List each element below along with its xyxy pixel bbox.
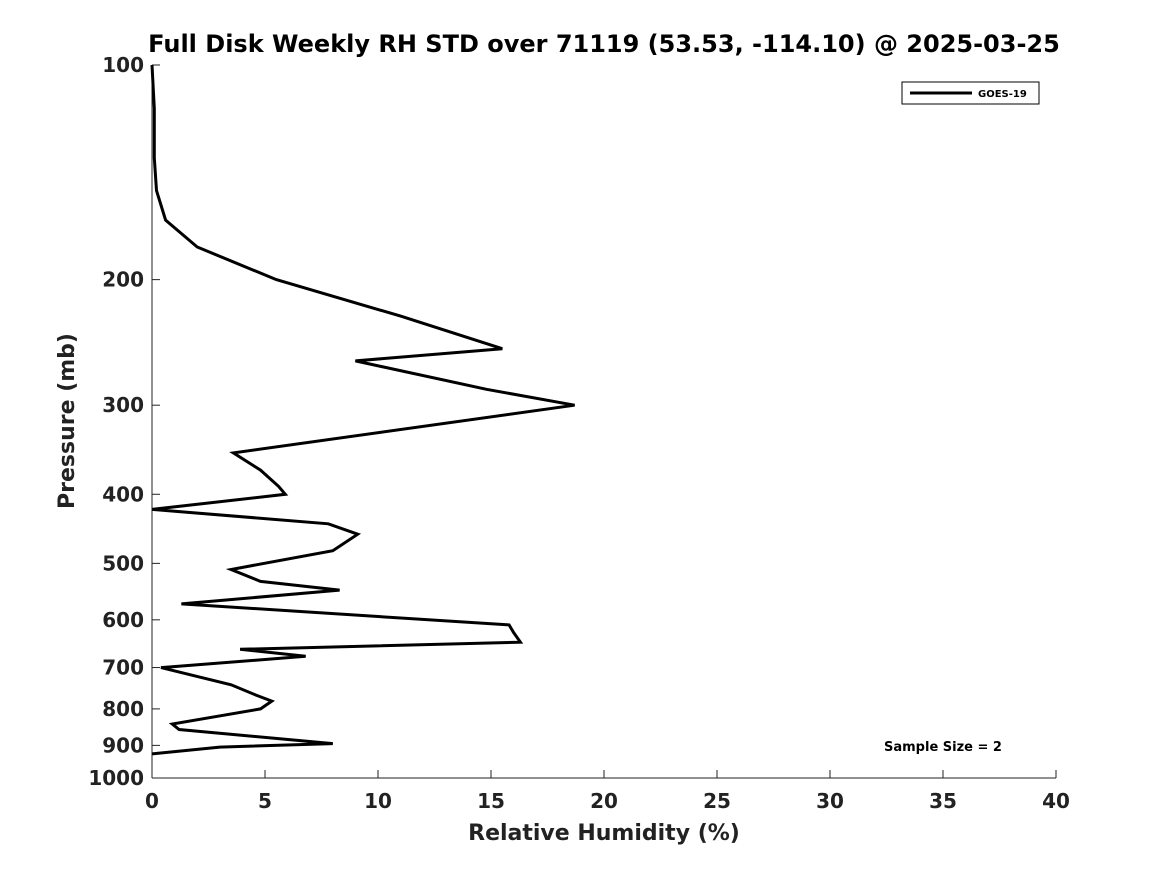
y-tick-label: 100: [102, 53, 144, 77]
sample-size-annotation: Sample Size = 2: [884, 740, 1002, 755]
x-axis-label: Relative Humidity (%): [468, 821, 740, 846]
x-tick-label: 35: [929, 789, 957, 813]
y-axis-label: Pressure (mb): [55, 333, 80, 509]
legend: GOES-19: [901, 81, 1040, 105]
series-group: [150, 64, 575, 756]
x-tick-label: 40: [1042, 789, 1070, 813]
y-tick-label: 800: [102, 697, 144, 721]
y-tick-label: 500: [102, 551, 144, 575]
y-tick-label: 1000: [88, 766, 144, 790]
legend-label-goes-19: GOES-19: [978, 89, 1027, 100]
x-tick-label: 10: [364, 789, 392, 813]
x-axis-ticks: 0 5 10 15 20 25 30 35 40: [145, 770, 1070, 813]
y-tick-label: 300: [102, 393, 144, 417]
y-tick-label: 200: [102, 268, 144, 292]
plot-axes: [151, 65, 1056, 779]
x-tick-label: 5: [258, 789, 272, 813]
x-tick-label: 20: [590, 789, 618, 813]
x-tick-label: 25: [703, 789, 731, 813]
y-tick-label: 400: [102, 482, 144, 506]
y-tick-label: 900: [102, 733, 144, 757]
chart-title: Full Disk Weekly RH STD over 71119 (53.5…: [148, 30, 1060, 58]
x-tick-label: 30: [816, 789, 844, 813]
series-line-goes-19: [150, 64, 575, 756]
y-tick-label: 600: [102, 608, 144, 632]
x-tick-label: 15: [477, 789, 505, 813]
x-tick-label: 0: [145, 789, 159, 813]
y-axis-ticks: 100 200 300 400 500 600 700 800 900 1000: [88, 53, 160, 790]
y-tick-label: 700: [102, 656, 144, 680]
